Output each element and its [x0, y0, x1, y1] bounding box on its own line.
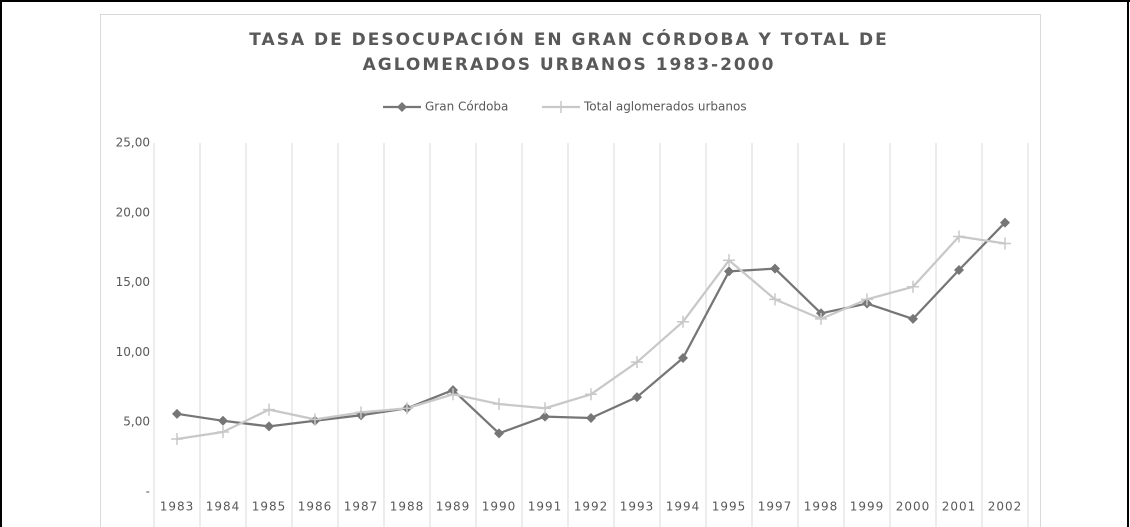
chart-title: AGLOMERADOS URBANOS 1983-2000: [363, 55, 776, 75]
data-point: [585, 388, 597, 401]
chart-title: TASA DE DESOCUPACIÓN EN GRAN CÓRDOBA Y T…: [249, 28, 888, 50]
y-tick-label: 15,00: [116, 275, 150, 289]
x-tick-label: 1987: [344, 500, 379, 514]
chart-area: [100, 14, 1041, 527]
y-tick-label: -: [146, 485, 150, 499]
data-point: [908, 313, 918, 324]
x-tick-label: 2000: [896, 500, 931, 514]
x-tick-label: 1995: [712, 500, 747, 514]
x-tick-label: 1990: [482, 500, 517, 514]
x-tick-label: 1992: [574, 500, 609, 514]
x-tick-label: 1993: [620, 500, 655, 514]
data-point: [264, 421, 274, 432]
data-point: [999, 237, 1011, 250]
data-point: [586, 413, 596, 424]
data-point: [723, 254, 735, 267]
legend-label: Gran Córdoba: [425, 100, 508, 114]
data-point: [447, 388, 459, 401]
x-tick-label: 1986: [298, 500, 333, 514]
data-point: [539, 402, 551, 415]
x-tick-label: 1998: [804, 500, 839, 514]
legend-label: Total aglomerados urbanos: [583, 100, 747, 114]
data-point: [724, 266, 734, 277]
data-point: [218, 415, 228, 426]
x-tick-label: 1994: [666, 500, 701, 514]
data-point: [861, 293, 873, 306]
data-point: [769, 293, 781, 306]
data-point: [770, 263, 780, 274]
x-tick-label: 1997: [758, 500, 793, 514]
data-point: [1000, 217, 1010, 228]
data-point: [309, 413, 321, 426]
data-point: [493, 398, 505, 411]
data-point: [631, 356, 643, 369]
data-point: [953, 230, 965, 243]
data-point: [632, 392, 642, 403]
x-tick-label: 1999: [850, 500, 885, 514]
data-point: [217, 425, 229, 438]
data-point: [954, 265, 964, 276]
x-tick-label: 1985: [252, 500, 287, 514]
x-tick-label: 1989: [436, 500, 471, 514]
data-point: [540, 411, 550, 422]
data-point: [907, 280, 919, 293]
y-tick-label: 20,00: [116, 205, 150, 219]
x-tick-label: 1984: [206, 500, 241, 514]
x-tick-label: 2001: [942, 500, 977, 514]
x-tick-label: 2002: [988, 500, 1023, 514]
legend-marker: [555, 101, 567, 113]
legend-marker: [397, 102, 407, 112]
x-tick-label: 1991: [528, 500, 563, 514]
y-tick-label: 10,00: [116, 345, 150, 359]
y-tick-label: 5,00: [123, 415, 150, 429]
data-point: [494, 428, 504, 439]
data-point: [171, 432, 183, 445]
data-point: [172, 408, 182, 419]
data-point: [678, 352, 688, 363]
data-point: [263, 403, 275, 416]
x-tick-label: 1983: [160, 500, 195, 514]
data-point: [677, 315, 689, 328]
data-point: [401, 402, 413, 415]
data-point: [815, 312, 827, 325]
x-tick-label: 1988: [390, 500, 425, 514]
y-tick-label: 25,00: [116, 136, 150, 150]
data-point: [355, 406, 367, 419]
